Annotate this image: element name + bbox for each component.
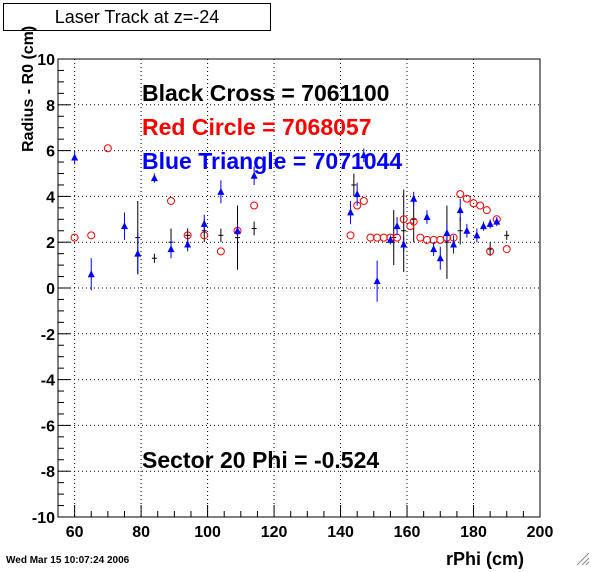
y-axis-label: Radius - R0 (cm) (20, 25, 37, 152)
y-tick-label: -2 (41, 327, 55, 344)
y-tick-label: -6 (41, 418, 55, 435)
y-tick-label: -8 (41, 464, 55, 481)
plot-frame (57, 58, 541, 518)
red-circle-point (216, 247, 225, 256)
blue-triangle-point (234, 226, 242, 234)
blue-triangle-point (150, 174, 158, 182)
annotation-sector-phi: Sector 20 Phi = -0.524 (142, 447, 380, 473)
x-axis-label: rPhi (cm) (446, 549, 525, 569)
x-tick-label: 80 (132, 524, 150, 541)
y-tick-label: 8 (46, 98, 55, 115)
resize-handle-icon[interactable] (576, 552, 590, 566)
red-circle-point (482, 206, 491, 215)
timestamp: Wed Mar 15 10:07:24 2006 (6, 555, 130, 566)
blue-triangle-point (347, 208, 355, 216)
annotation-blue-triangle: Blue Triangle = 7071044 (142, 148, 403, 174)
red-circle-point (103, 144, 112, 153)
blue-triangle-point (430, 245, 438, 253)
y-tick-label: -4 (41, 373, 55, 390)
blue-triangle-point (360, 151, 368, 159)
blue-triangle-point (410, 194, 418, 202)
red-circle-point (476, 201, 485, 210)
red-circle-point (502, 245, 511, 254)
red-circle-point (456, 190, 465, 199)
blue-triangle-point (423, 213, 431, 221)
red-circle-point (70, 233, 79, 242)
blue-triangle-point (443, 229, 451, 237)
y-tick-label: 2 (46, 235, 55, 252)
y-tick-label: 4 (46, 189, 55, 206)
red-circle-point (409, 217, 418, 226)
red-circle-point (486, 247, 495, 256)
annotation-red-circle: Red Circle = 7068057 (142, 114, 372, 140)
blue-triangle-point (71, 153, 79, 161)
blue-triangle-point (493, 217, 501, 225)
blue-triangle-point (250, 171, 258, 179)
blue-triangle-point (486, 219, 494, 227)
x-tick-label: 140 (327, 524, 354, 541)
blue-triangle-point (393, 222, 401, 230)
red-circle-point (359, 196, 368, 205)
x-tick-label: 100 (194, 524, 221, 541)
blue-triangle-point (373, 277, 381, 285)
blue-triangle-point (134, 249, 142, 257)
blue-triangle-point (87, 270, 95, 278)
annotation-black-cross: Black Cross = 7061100 (142, 80, 390, 106)
blue-triangle-point (479, 222, 487, 230)
blue-triangle-point (473, 231, 481, 239)
blue-triangle-point (184, 240, 192, 248)
blue-triangle-point (436, 254, 444, 262)
red-circle-point (250, 201, 259, 210)
blue-triangle-point (167, 245, 175, 253)
x-tick-label: 60 (66, 524, 84, 541)
blue-triangle-point (353, 190, 361, 198)
red-circle-point (167, 196, 176, 205)
red-circle-point (399, 215, 408, 224)
blue-triangle-point (217, 187, 225, 195)
y-tick-label: 0 (46, 281, 55, 298)
x-tick-label: 180 (460, 524, 487, 541)
y-tick-label: 10 (37, 52, 55, 69)
blue-triangle-point (450, 240, 458, 248)
x-tick-label: 200 (527, 524, 554, 541)
x-tick-label: 120 (261, 524, 288, 541)
red-circle-point (346, 231, 355, 240)
blue-triangle-point (463, 226, 471, 234)
blue-triangle-point (386, 235, 394, 243)
y-tick-label: -10 (32, 510, 55, 527)
blue-triangle-point (456, 206, 464, 214)
blue-triangle-point (120, 222, 128, 230)
y-tick-label: 6 (46, 144, 55, 161)
red-circle-point (462, 194, 471, 203)
x-tick-label: 160 (394, 524, 421, 541)
red-circle-point (87, 231, 96, 240)
chart-title: Laser Track at z=-24 (54, 6, 220, 27)
chart-title-box: Laser Track at z=-24 (3, 3, 271, 31)
blue-triangle-point (200, 219, 208, 227)
blue-triangle-point (400, 240, 408, 248)
